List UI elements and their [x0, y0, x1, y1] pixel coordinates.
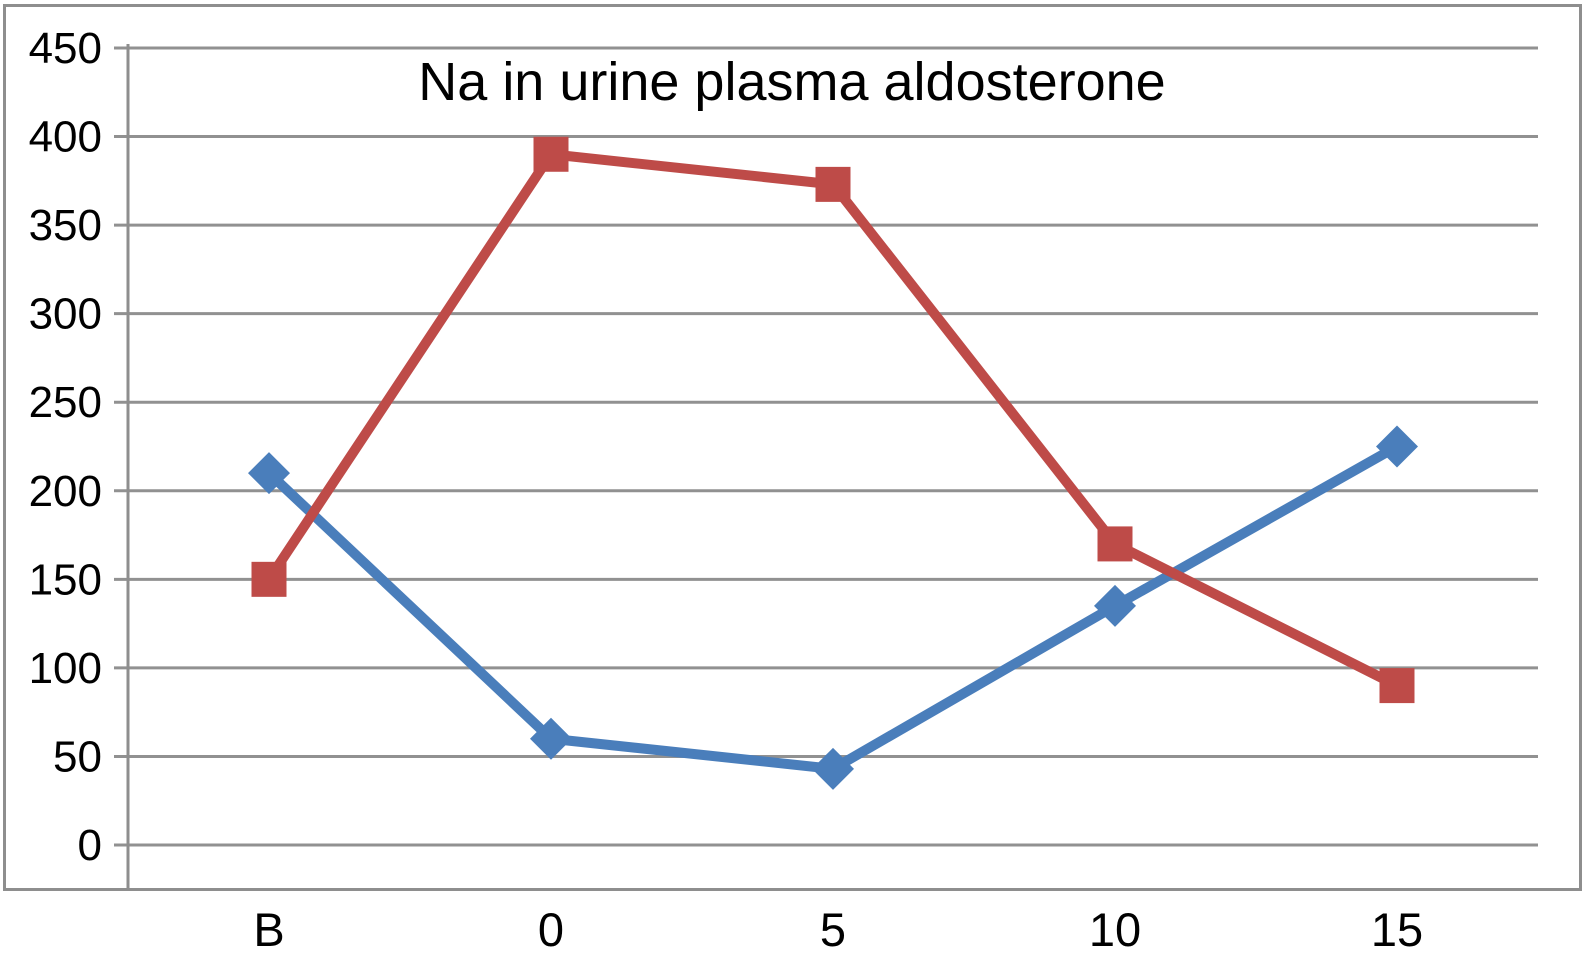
x-axis-tick-label: 10: [1089, 903, 1141, 956]
series-red-squares-marker: [251, 561, 287, 597]
series-blue-diamonds-marker: [530, 717, 572, 760]
y-axis-tick-label: 100: [29, 644, 102, 693]
series-blue-diamonds-marker: [1376, 425, 1418, 468]
y-axis-tick-label: 0: [78, 821, 102, 870]
series-blue-diamonds-marker: [248, 452, 290, 495]
x-axis-tick-label: B: [253, 903, 284, 956]
series-red-squares-marker: [815, 166, 851, 202]
chart-border: [3, 4, 1582, 891]
series-red-squares-marker: [1097, 526, 1133, 562]
series-red-squares-marker: [533, 136, 569, 172]
y-axis-tick-label: 50: [53, 732, 102, 781]
y-axis-tick-label: 400: [29, 113, 102, 162]
y-axis-tick-label: 450: [29, 24, 102, 73]
chart-title: Na in urine plasma aldosterone: [418, 52, 1165, 112]
series-blue-diamonds-marker: [812, 747, 854, 790]
x-axis-tick-label: 0: [538, 903, 564, 956]
y-axis-tick-label: 150: [29, 555, 102, 604]
x-axis-tick-label: 15: [1371, 903, 1423, 956]
y-axis-tick-label: 350: [29, 201, 102, 250]
y-axis-tick-label: 200: [29, 467, 102, 516]
axis-labels-layer: 0 50 100 150 200 250 300 350 400 450 B 0 5 10 15: [29, 24, 1424, 956]
series-layer: [248, 136, 1418, 790]
series-red-squares-marker: [1379, 668, 1415, 704]
series-blue-diamonds-marker: [1094, 584, 1136, 627]
grid-layer: [114, 46, 1538, 847]
y-axis-tick-label: 250: [29, 378, 102, 427]
x-axis-tick-label: 5: [820, 903, 846, 956]
y-axis-tick-label: 300: [29, 290, 102, 339]
